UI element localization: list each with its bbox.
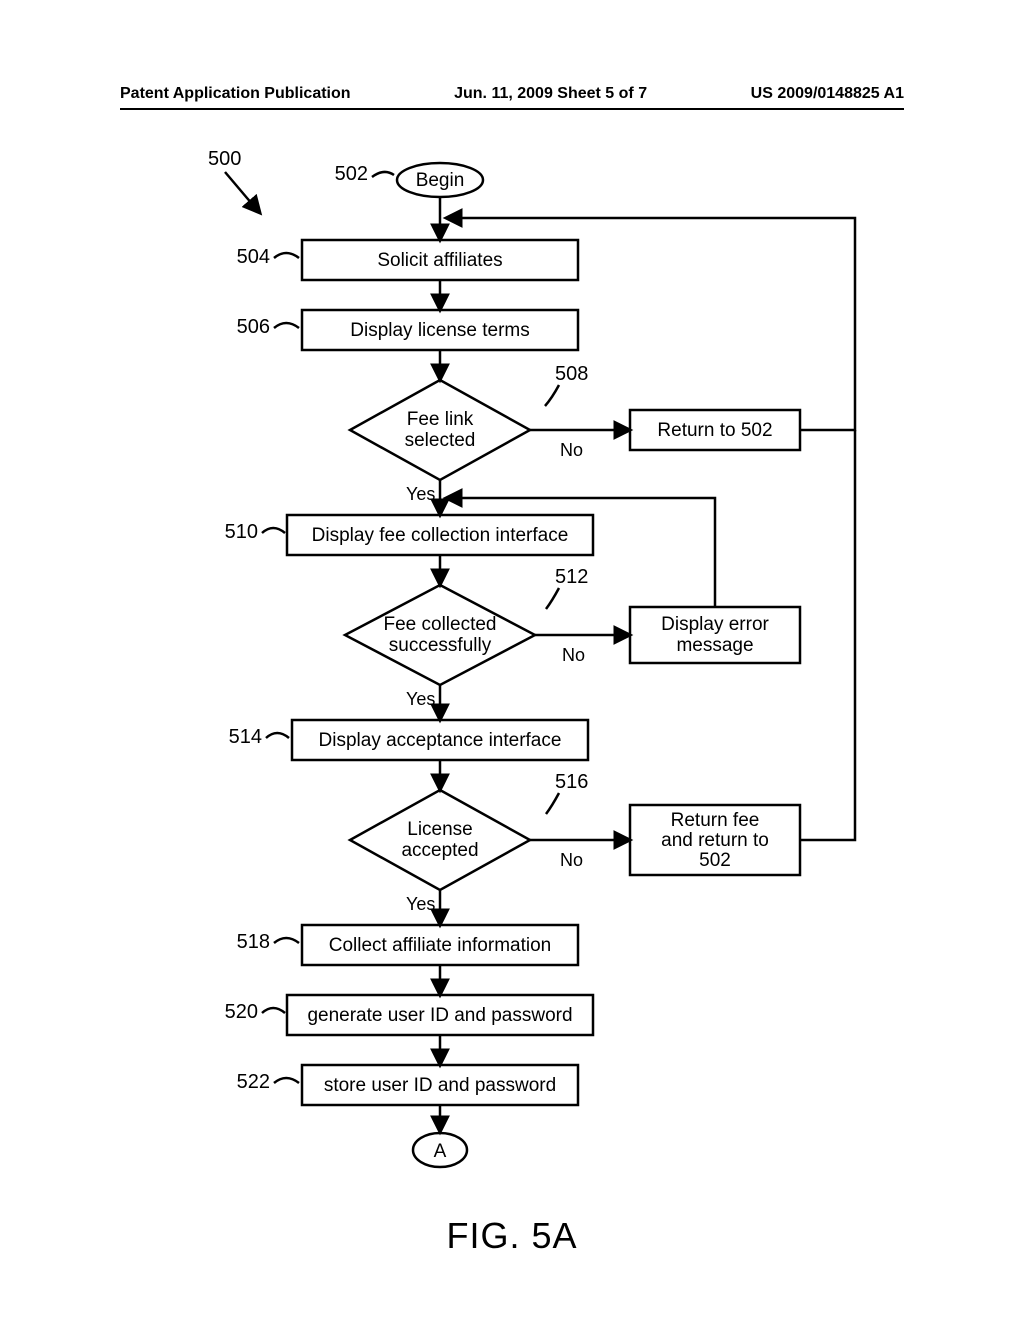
- ref-514: 514: [229, 726, 262, 748]
- yes-516: Yes: [406, 894, 435, 914]
- ref-520: 520: [225, 1001, 258, 1023]
- flowchart-svg: 500 Begin 502 Solicit affiliates 504 Dis…: [0, 120, 1024, 1260]
- label-522: store user ID and password: [324, 1075, 556, 1096]
- label-508-2: selected: [405, 430, 476, 451]
- label-err-1: Display error: [661, 614, 769, 635]
- label-rfee-2: and return to: [661, 830, 769, 851]
- yes-508: Yes: [406, 484, 435, 504]
- ref-518: 518: [237, 931, 270, 953]
- label-512-2: successfully: [389, 635, 492, 656]
- no-508: No: [560, 440, 583, 460]
- label-begin: Begin: [416, 170, 465, 191]
- label-510: Display fee collection interface: [312, 525, 569, 546]
- yes-512: Yes: [406, 689, 435, 709]
- label-504: Solicit affiliates: [377, 250, 502, 271]
- label-516-1: License: [407, 819, 473, 840]
- header-rule: [120, 108, 904, 110]
- no-512: No: [562, 645, 585, 665]
- label-rfee-3: 502: [699, 850, 731, 871]
- label-end: A: [434, 1141, 447, 1162]
- header-right: US 2009/0148825 A1: [751, 85, 904, 103]
- label-return-502: Return to 502: [657, 420, 772, 441]
- ref-508: 508: [555, 363, 588, 385]
- ref-522: 522: [237, 1071, 270, 1093]
- ref-512: 512: [555, 566, 588, 588]
- ref-500: 500: [208, 148, 241, 170]
- ref-502: 502: [335, 163, 368, 185]
- ref-516: 516: [555, 771, 588, 793]
- label-508-1: Fee link: [407, 409, 474, 430]
- label-514: Display acceptance interface: [319, 730, 562, 751]
- header-center: Jun. 11, 2009 Sheet 5 of 7: [454, 85, 647, 103]
- patent-header: Patent Application Publication Jun. 11, …: [120, 85, 904, 103]
- label-err-2: message: [676, 635, 753, 656]
- label-516-2: accepted: [401, 840, 478, 861]
- header-left: Patent Application Publication: [120, 85, 351, 103]
- ref-504: 504: [237, 246, 270, 268]
- label-506: Display license terms: [350, 320, 530, 341]
- figure-caption: FIG. 5A: [0, 1215, 1024, 1257]
- label-512-1: Fee collected: [383, 614, 496, 635]
- ref-506: 506: [237, 316, 270, 338]
- label-518: Collect affiliate information: [329, 935, 551, 956]
- no-516: No: [560, 850, 583, 870]
- label-rfee-1: Return fee: [671, 810, 760, 831]
- ref-510: 510: [225, 521, 258, 543]
- label-520: generate user ID and password: [307, 1005, 572, 1026]
